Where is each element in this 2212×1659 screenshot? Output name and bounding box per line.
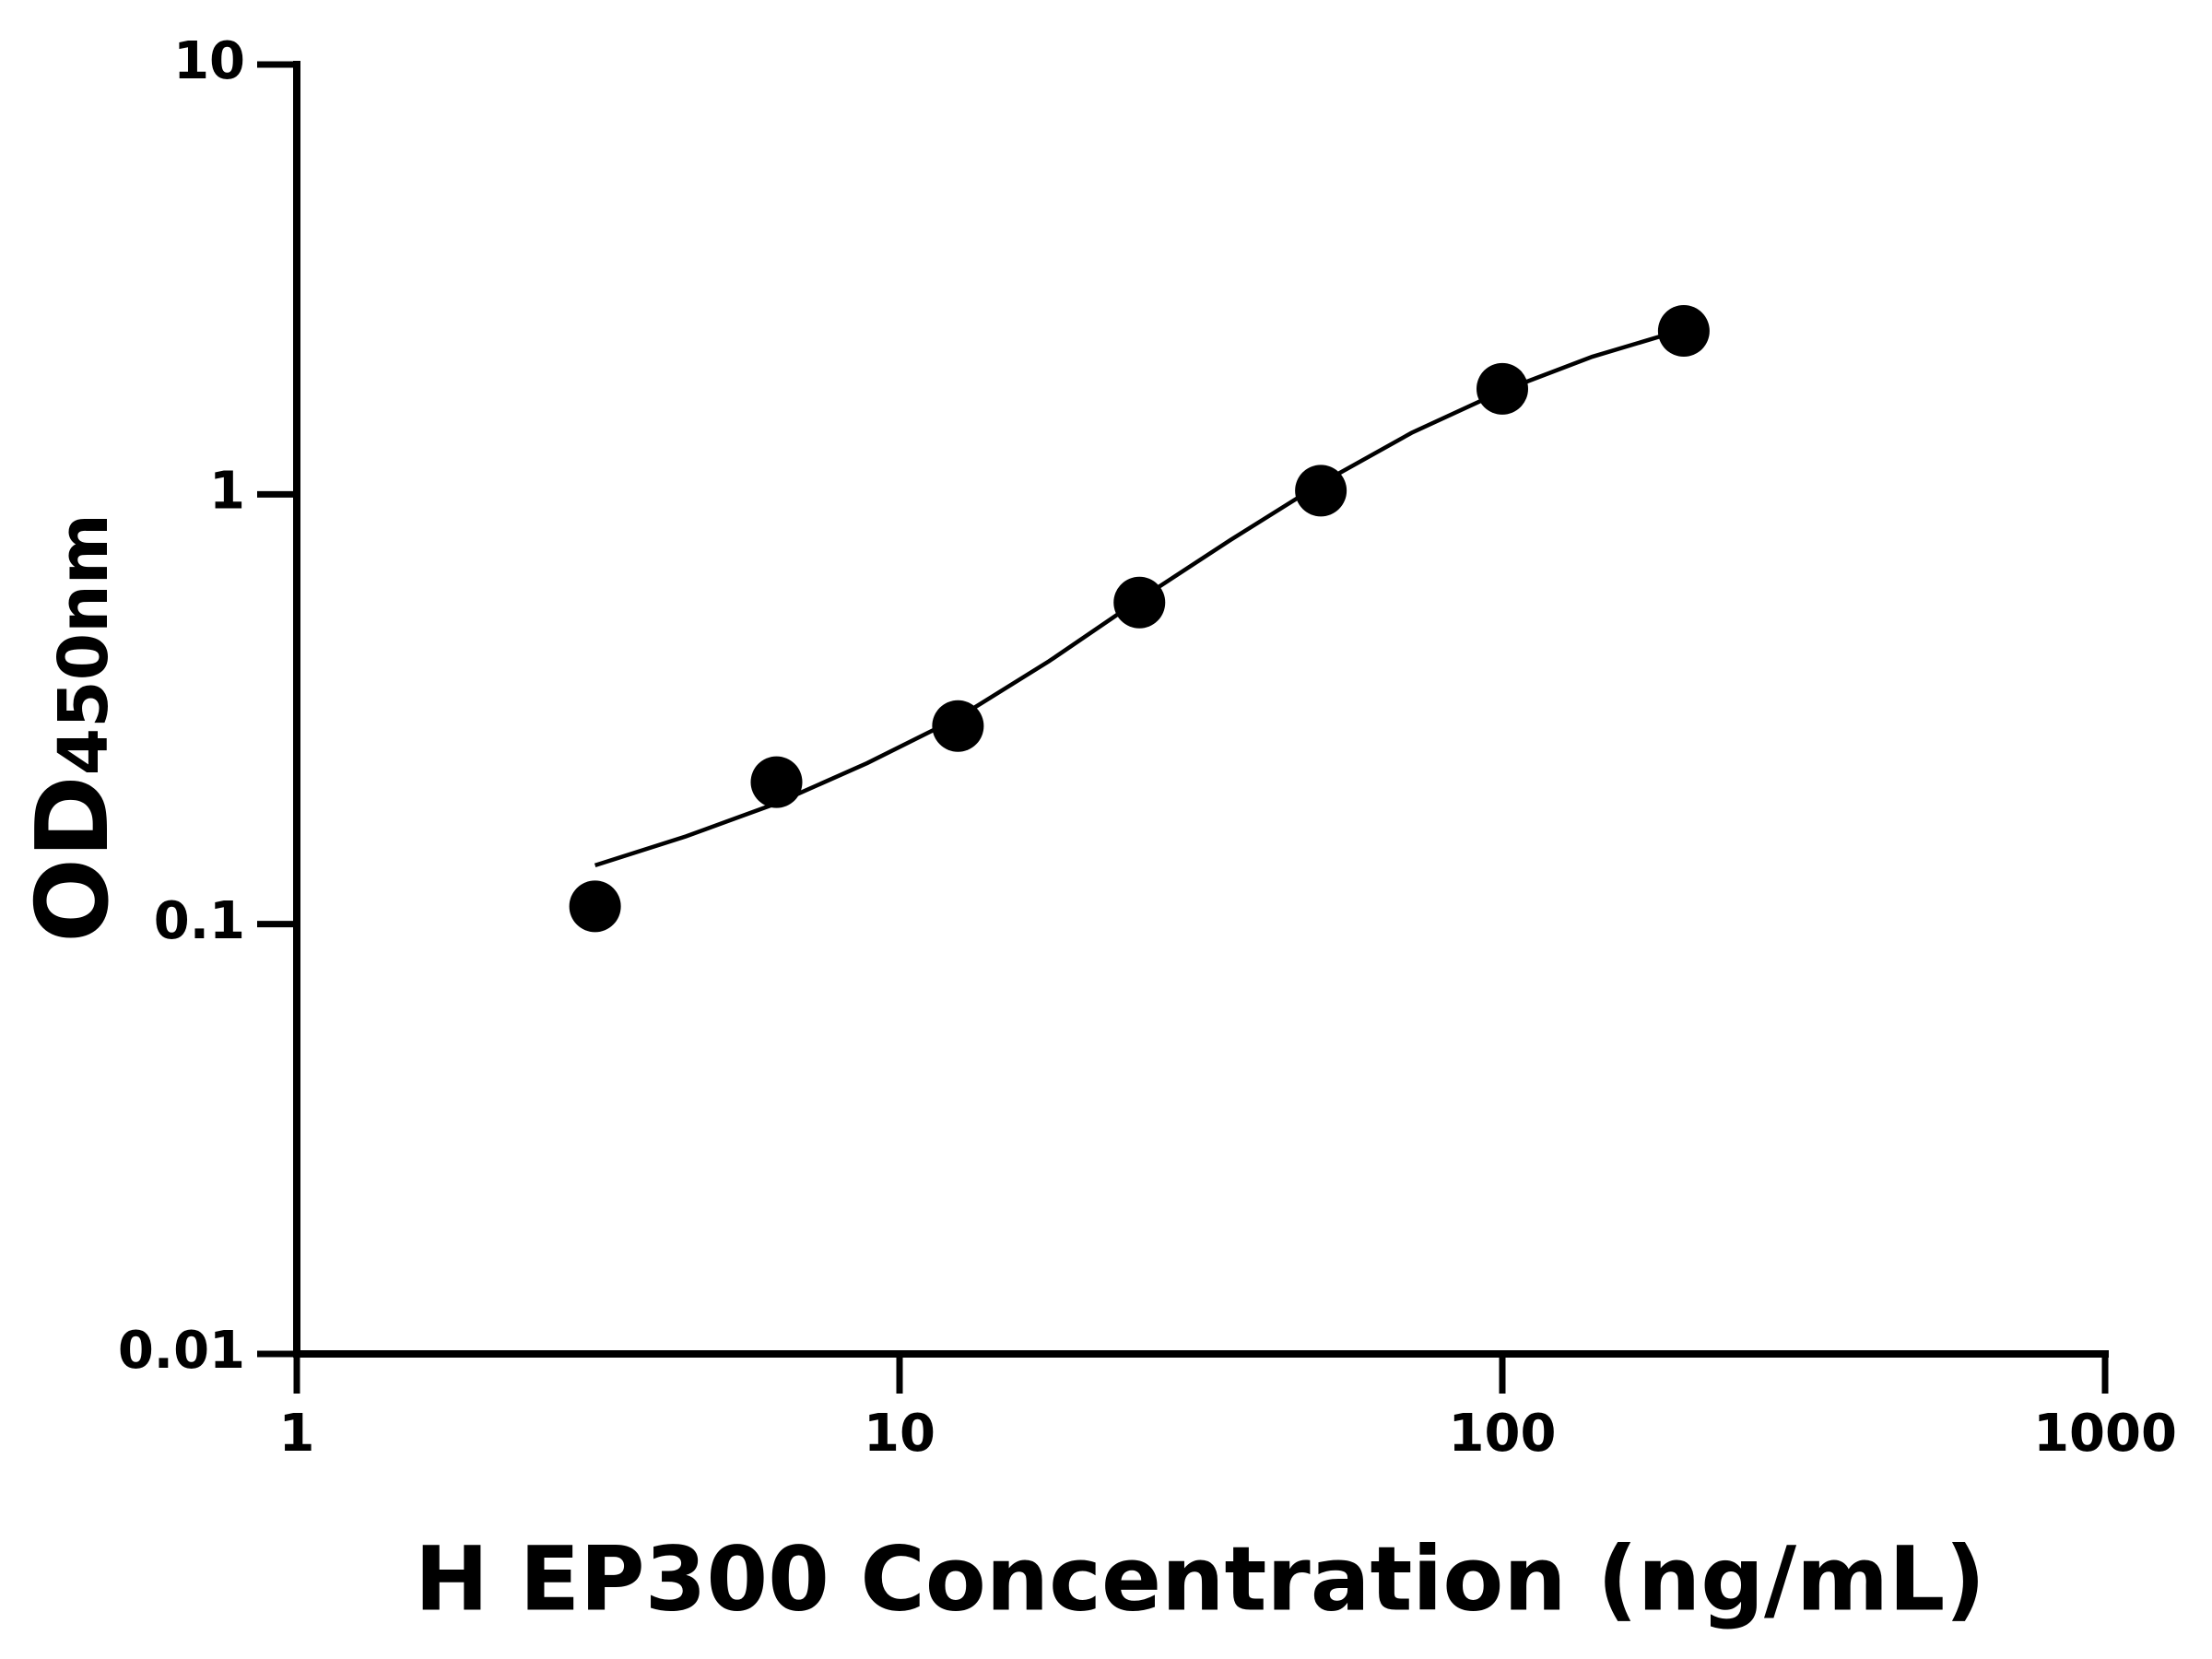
data-point <box>932 700 984 752</box>
x-tick-label: 1000 <box>2033 1404 2177 1464</box>
data-point <box>750 756 803 808</box>
y-tick-label: 0.1 <box>154 891 245 951</box>
data-point <box>569 880 621 933</box>
y-axis-title-sub: 450nm <box>44 513 124 775</box>
x-tick-label: 1 <box>279 1404 315 1464</box>
x-tick-label: 10 <box>864 1404 935 1464</box>
y-axis-title: OD450nm <box>16 513 131 943</box>
y-axis-title-main: OD <box>16 775 131 942</box>
fit-curve <box>594 327 1685 868</box>
y-tick-label: 10 <box>173 31 245 91</box>
data-point <box>1113 576 1166 629</box>
x-axis-title: H EP300 Concentration (ng/mL) <box>415 1527 1985 1630</box>
y-tick-label: 0.01 <box>118 1321 245 1381</box>
y-tick-label: 1 <box>209 461 245 521</box>
x-tick-label: 100 <box>1449 1404 1557 1464</box>
